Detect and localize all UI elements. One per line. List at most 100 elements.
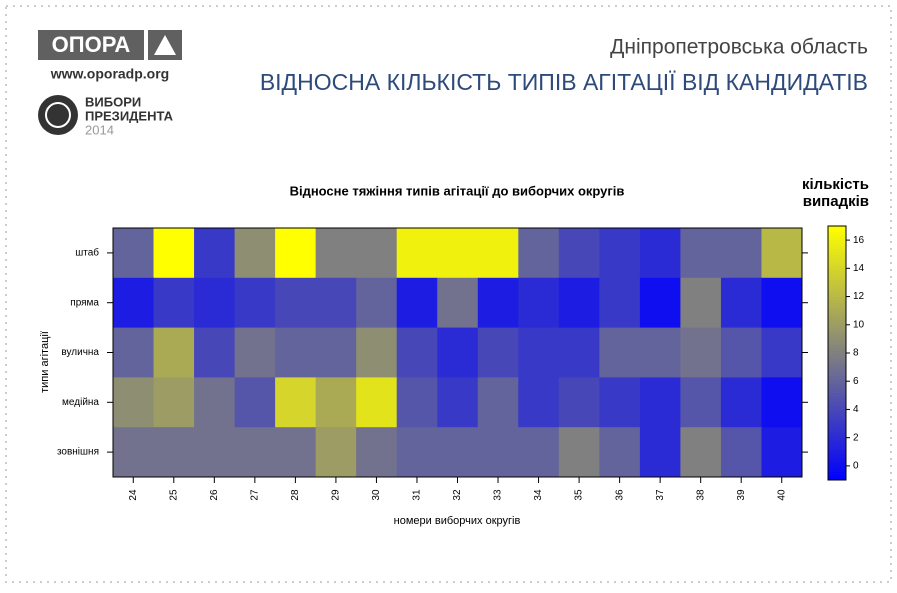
- colorbar-step: [828, 423, 846, 427]
- heat-cell: [356, 377, 398, 428]
- colorbar-step: [828, 463, 846, 467]
- heat-cell: [275, 427, 317, 478]
- colorbar-step: [828, 338, 846, 343]
- colorbar-step: [828, 226, 846, 230]
- colorbar-step: [828, 305, 846, 309]
- heat-cell: [153, 377, 195, 428]
- heat-cell: [477, 327, 519, 378]
- colorbar-tick-label: 10: [853, 319, 865, 330]
- heat-cell: [680, 277, 722, 329]
- heat-cell: [396, 228, 438, 279]
- colorbar-step: [828, 372, 846, 377]
- heat-cell: [194, 327, 236, 378]
- x-tick-label: 32: [452, 489, 463, 501]
- heat-cell: [315, 277, 357, 329]
- colorbar-step: [828, 231, 846, 235]
- colorbar-step: [828, 474, 846, 478]
- colorbar-step: [828, 429, 846, 433]
- legend-title: кількість: [802, 176, 869, 193]
- heat-cell: [275, 327, 317, 378]
- colorbar-step: [828, 324, 846, 329]
- x-tick-label: 31: [412, 489, 423, 501]
- heat-cell: [437, 228, 479, 279]
- colorbar-step: [828, 276, 846, 281]
- colorbar-step: [828, 330, 846, 334]
- elections-icon: [38, 95, 78, 135]
- colorbar-tick-label: 6: [853, 376, 859, 387]
- colorbar-step: [828, 375, 846, 379]
- colorbar-step: [828, 378, 846, 382]
- colorbar-step: [828, 468, 846, 473]
- colorbar-step: [828, 406, 846, 410]
- colorbar-step: [828, 465, 846, 470]
- colorbar-step: [828, 336, 846, 340]
- x-tick-label: 25: [168, 489, 179, 501]
- colorbar-step: [828, 279, 846, 283]
- colorbar-step: [828, 353, 846, 357]
- heat-cell: [720, 277, 762, 329]
- heat-cell: [234, 377, 276, 428]
- heat-cell: [518, 277, 560, 329]
- colorbar-tick-label: 2: [853, 432, 859, 443]
- heat-cell: [518, 327, 560, 378]
- heat-cell: [153, 327, 195, 378]
- colorbar-step: [828, 316, 846, 320]
- colorbar-step: [828, 355, 846, 360]
- heat-cell: [113, 327, 155, 378]
- heat-cell: [356, 427, 398, 478]
- heat-cell: [194, 377, 236, 428]
- y-tick-label: пряма: [70, 297, 99, 308]
- heat-cell: [761, 228, 803, 279]
- heat-cell: [518, 427, 560, 478]
- heat-cell: [234, 277, 276, 329]
- colorbar-step: [828, 415, 846, 419]
- heat-cell: [437, 427, 479, 478]
- colorbar-step: [828, 361, 846, 365]
- colorbar-step: [828, 350, 846, 354]
- colorbar-step: [828, 358, 846, 362]
- colorbar-step: [828, 271, 846, 275]
- heat-cell: [113, 277, 155, 329]
- heat-cell: [558, 277, 600, 329]
- colorbar-tick-label: 8: [853, 348, 859, 359]
- colorbar-step: [828, 282, 846, 286]
- colorbar-step: [828, 364, 846, 368]
- heat-cell: [315, 327, 357, 378]
- colorbar-step: [828, 400, 846, 405]
- colorbar-step: [828, 242, 846, 247]
- headline: ВІДНОСНА КІЛЬКІСТЬ ТИПІВ АГІТАЦІЇ ВІД КА…: [260, 69, 868, 95]
- heat-cell: [437, 277, 479, 329]
- colorbar-step: [828, 347, 846, 351]
- heat-cell: [639, 277, 681, 329]
- colorbar-step: [828, 477, 846, 481]
- y-axis-label: типи агітації: [39, 331, 51, 393]
- heat-cell: [437, 377, 479, 428]
- heat-cell: [153, 427, 195, 478]
- colorbar-step: [828, 257, 846, 261]
- heat-cell: [275, 277, 317, 329]
- colorbar-step: [828, 381, 846, 385]
- heat-cell: [356, 277, 398, 329]
- colorbar-step: [828, 403, 846, 408]
- heat-cell: [680, 228, 722, 279]
- x-tick-label: 35: [574, 489, 585, 501]
- colorbar-step: [828, 440, 846, 444]
- heat-cell: [558, 327, 600, 378]
- chart-title: Відносне тяжіння типів агітації до вибор…: [290, 183, 625, 198]
- x-tick-label: 27: [249, 489, 260, 501]
- colorbar-tick-label: 12: [853, 291, 865, 302]
- colorbar-step: [828, 395, 846, 399]
- elections-icon-ring: [45, 102, 71, 128]
- heat-cell: [761, 427, 803, 478]
- colorbar-step: [828, 454, 846, 458]
- heat-cell: [477, 228, 519, 279]
- colorbar-step: [828, 293, 846, 298]
- x-tick-label: 37: [655, 489, 666, 501]
- colorbar-step: [828, 446, 846, 450]
- heat-cell: [720, 327, 762, 378]
- x-axis-label: номери виборчих округів: [394, 515, 521, 527]
- heat-cell: [639, 427, 681, 478]
- elections-text: ПРЕЗИДЕНТА: [85, 108, 174, 123]
- heat-cell: [153, 277, 195, 329]
- heat-cell: [477, 427, 519, 478]
